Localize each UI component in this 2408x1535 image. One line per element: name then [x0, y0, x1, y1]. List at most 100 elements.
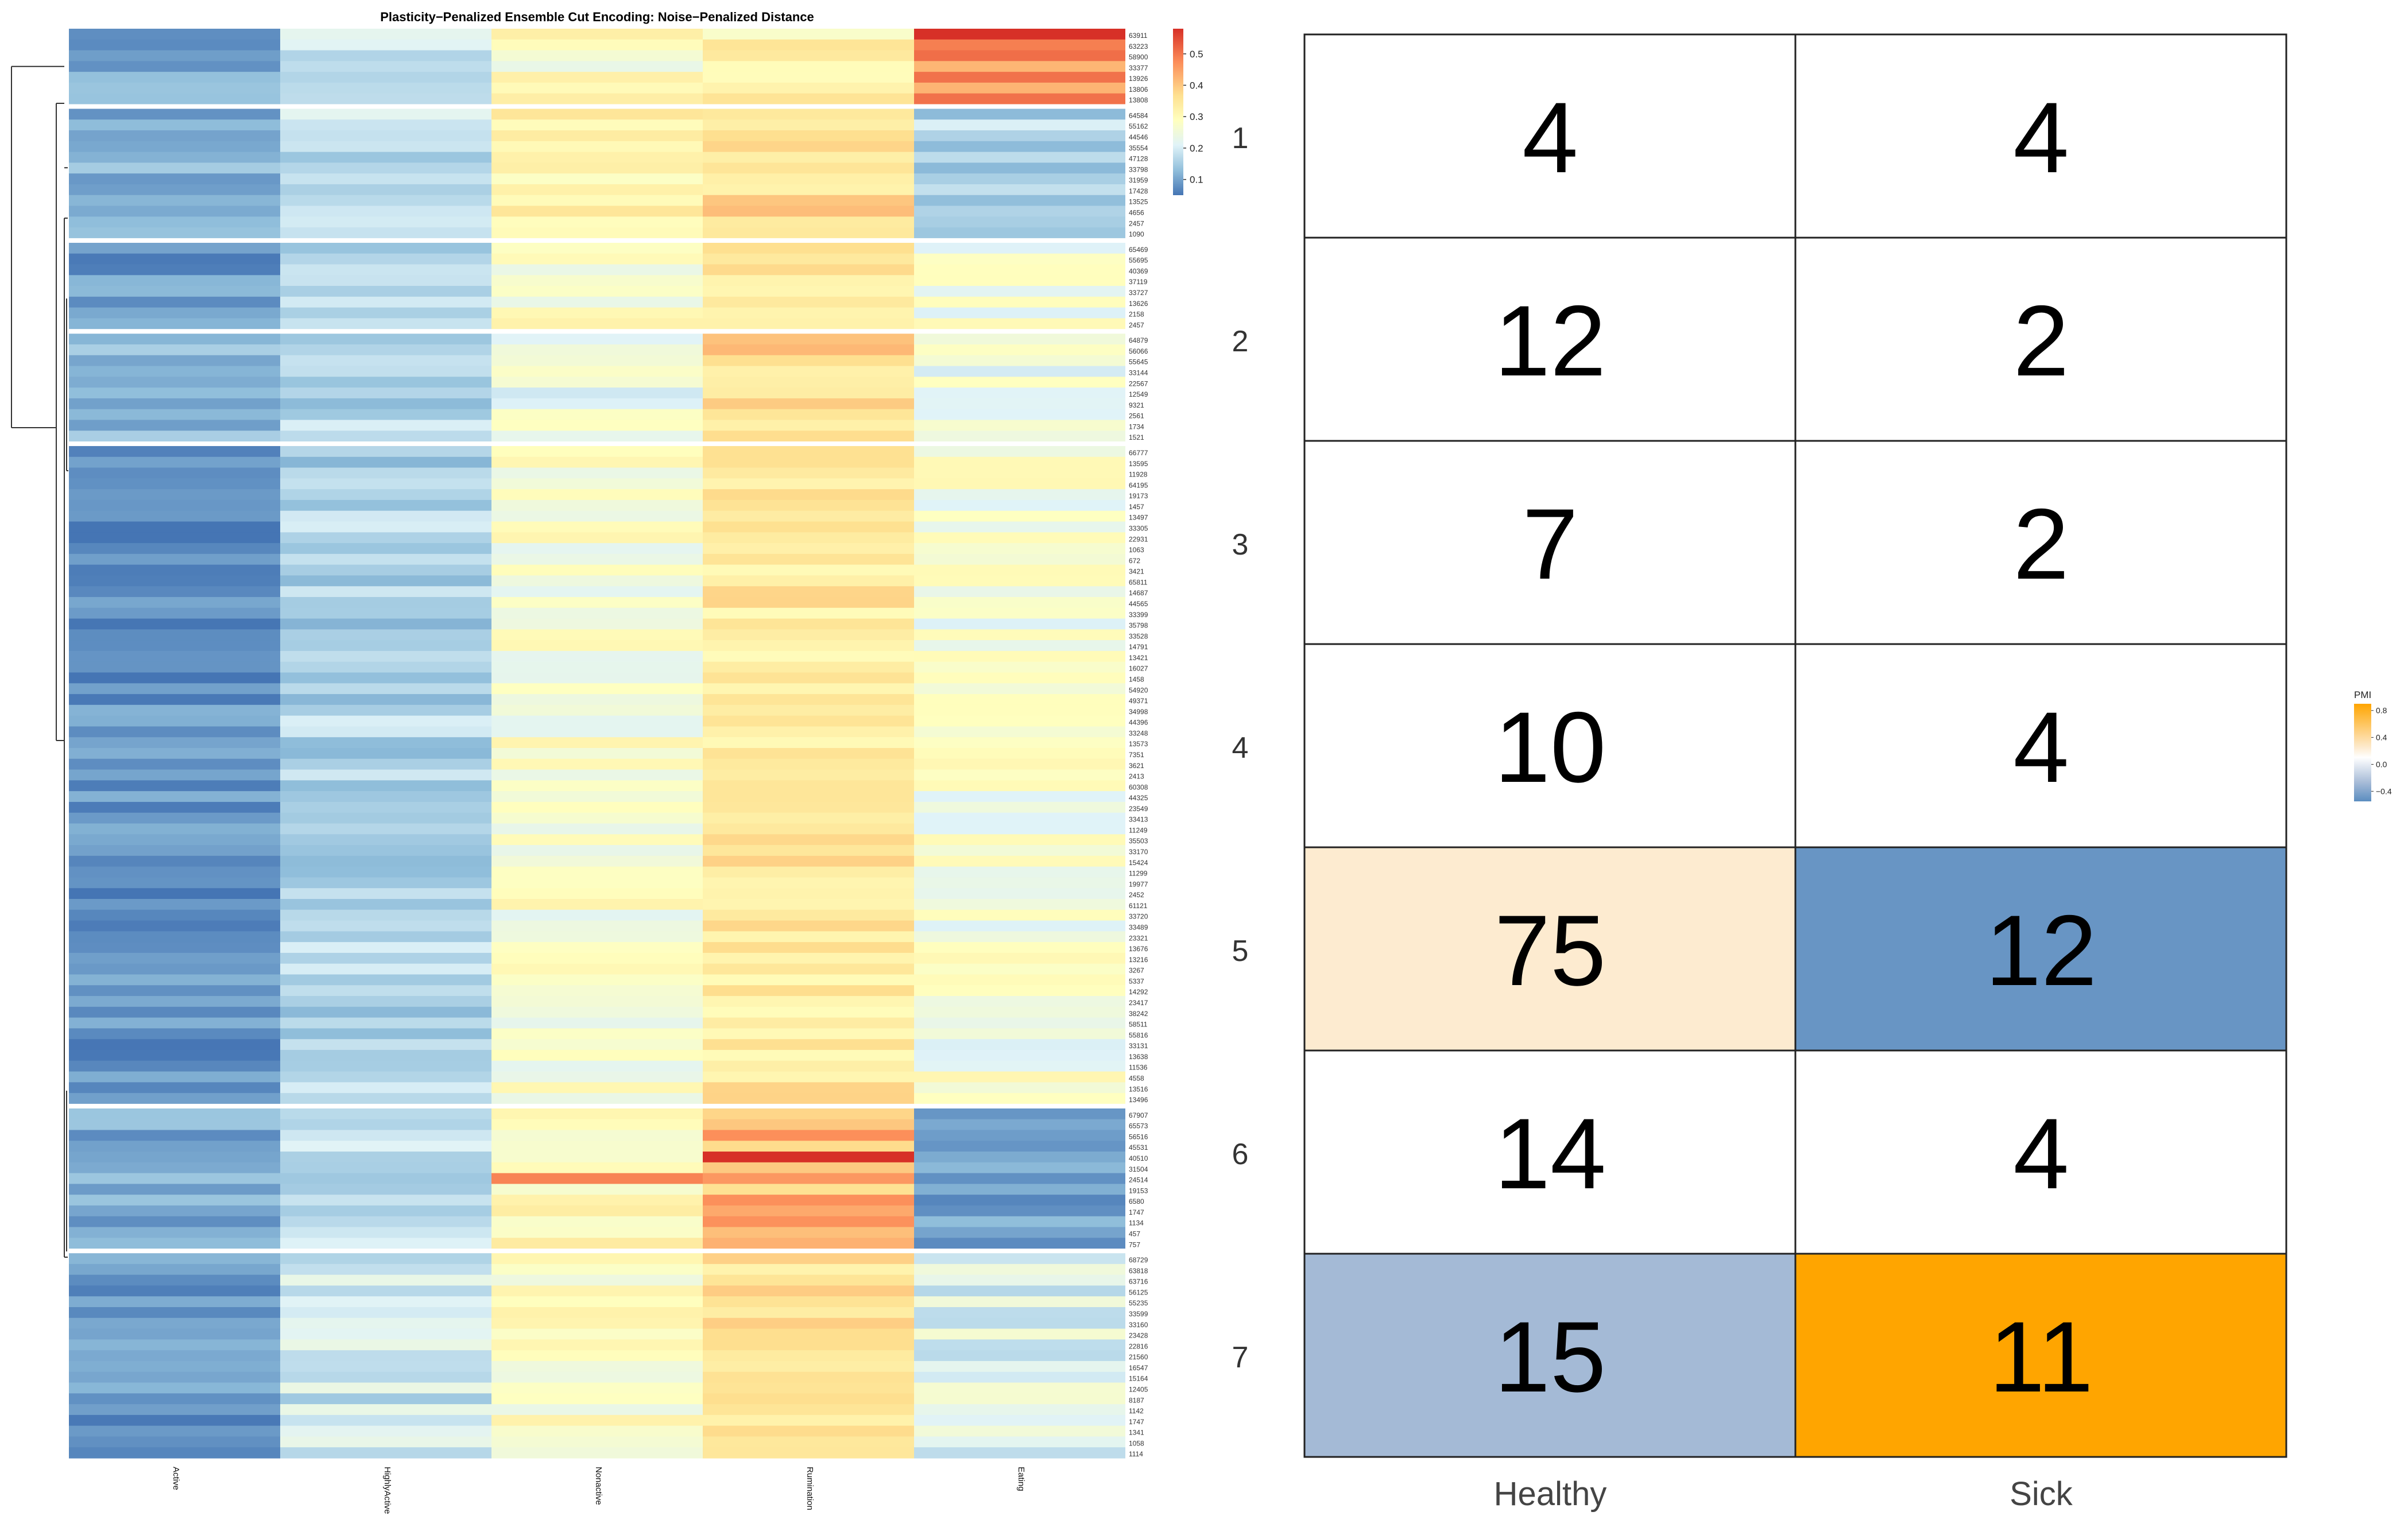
heatmap-row-label: 35503: [1129, 837, 1148, 845]
heatmap-cell: [69, 1263, 280, 1276]
heatmap-cell: [69, 489, 280, 501]
count-5-healthy: 75: [1495, 895, 1606, 1007]
heatmap-cell: [69, 1350, 280, 1362]
count-2-sick: 2: [2013, 285, 2069, 397]
heatmap-row-label: 15164: [1129, 1375, 1148, 1383]
heatmap-cell: [280, 1447, 491, 1459]
heatmap-cell: [703, 130, 914, 142]
heatmap-cell: [491, 952, 703, 964]
heatmap-cell: [491, 812, 703, 824]
heatmap-cell: [69, 1307, 280, 1319]
heatmap-cell: [69, 1425, 280, 1437]
heatmap-colorbar-tick-label: 0.4: [1190, 80, 1203, 91]
heatmap-cell: [914, 489, 1125, 501]
heatmap-cell: [69, 1141, 280, 1152]
heatmap-cell: [703, 1317, 914, 1329]
heatmap-row-label: 33798: [1129, 165, 1148, 173]
pmi-cell-5-sick: [1794, 846, 2287, 1052]
heatmap-cell: [280, 1049, 491, 1061]
heatmap-cell: [491, 996, 703, 1007]
heatmap-cell: [280, 1093, 491, 1104]
pmi-cell-6-healthy: [1303, 1049, 1797, 1255]
heatmap-row-label: 19173: [1129, 492, 1148, 500]
heatmap-cell: [703, 683, 914, 695]
heatmap-row-label: 55645: [1129, 358, 1148, 366]
heatmap-row-label: 11299: [1129, 870, 1148, 878]
heatmap-row-label: 11928: [1129, 471, 1148, 479]
heatmap-cell: [491, 1006, 703, 1018]
heatmap-cell: [69, 640, 280, 652]
heatmap-cell: [280, 672, 491, 684]
heatmap-cell: [914, 446, 1125, 458]
heatmap-cell: [914, 952, 1125, 964]
heatmap-cell: [69, 672, 280, 684]
heatmap-row-label: 65469: [1129, 246, 1148, 254]
heatmap-cell: [491, 888, 703, 900]
heatmap-cell: [914, 1093, 1125, 1104]
heatmap-cell: [491, 1173, 703, 1184]
heatmap-cell: [703, 1360, 914, 1373]
heatmap-cell: [69, 275, 280, 286]
heatmap-colorbar-tick-label: 0.3: [1190, 111, 1203, 122]
heatmap-cell: [491, 1071, 703, 1083]
heatmap-row-label: 45531: [1129, 1144, 1148, 1152]
heatmap-cell: [703, 184, 914, 196]
heatmap-cell: [280, 130, 491, 142]
heatmap-cell: [491, 834, 703, 846]
heatmap-cell: [280, 1393, 491, 1405]
heatmap-cell: [280, 227, 491, 239]
heatmap-cell: [703, 141, 914, 153]
heatmap-cell: [280, 489, 491, 501]
heatmap-cell: [914, 801, 1125, 813]
heatmap-cell: [914, 173, 1125, 185]
heatmap-cell: [69, 801, 280, 813]
heatmap-cell: [491, 575, 703, 587]
heatmap-cell: [703, 344, 914, 356]
heatmap-cell: [69, 1216, 280, 1228]
heatmap-cell: [491, 1371, 703, 1383]
heatmap-cell: [914, 1350, 1125, 1362]
heatmap-cell: [280, 318, 491, 330]
heatmap-cell: [280, 1274, 491, 1286]
count-4-sick: 4: [2013, 692, 2069, 804]
heatmap-row-label: 13516: [1129, 1085, 1148, 1093]
heatmap-cell: [280, 1263, 491, 1276]
heatmap-row-label: 40369: [1129, 267, 1148, 275]
heatmap-cell: [914, 206, 1125, 217]
pmi-cell-5-healthy: [1303, 846, 1797, 1052]
heatmap-cell: [280, 1039, 491, 1051]
heatmap-cell: [914, 1082, 1125, 1094]
heatmap-row-label: 23417: [1129, 999, 1148, 1007]
heatmap-cell: [69, 898, 280, 910]
heatmap-cell: [69, 931, 280, 943]
heatmap-cell: [280, 1130, 491, 1141]
cluster-label-6: 6: [1232, 1138, 1249, 1171]
heatmap-cell: [280, 963, 491, 975]
heatmap-cell: [280, 683, 491, 695]
heatmap-cell: [69, 344, 280, 356]
heatmap-cell: [703, 108, 914, 120]
heatmap-cell: [914, 748, 1125, 759]
heatmap-row-label: 56066: [1129, 347, 1148, 355]
heatmap-cell: [69, 1184, 280, 1195]
heatmap-cell: [280, 275, 491, 286]
heatmap-cell: [491, 650, 703, 662]
heatmap-cell: [280, 661, 491, 673]
heatmap-cell: [69, 1227, 280, 1238]
heatmap-cell: [914, 586, 1125, 598]
heatmap-row-label: 23321: [1129, 934, 1148, 942]
heatmap-row-label: 22816: [1129, 1342, 1148, 1350]
heatmap-cell: [703, 769, 914, 781]
heatmap-cell: [280, 1119, 491, 1131]
heatmap-cell: [491, 152, 703, 164]
heatmap-cell: [69, 683, 280, 695]
heatmap-row-label: 9321: [1129, 401, 1144, 409]
heatmap-cell: [703, 1436, 914, 1448]
heatmap-cell: [914, 694, 1125, 706]
heatmap-cell: [703, 726, 914, 738]
heatmap-cell: [69, 456, 280, 468]
heatmap-cell: [280, 920, 491, 932]
heatmap-row-label: 19153: [1129, 1187, 1148, 1195]
heatmap-cell: [491, 387, 703, 399]
heatmap-cell: [491, 704, 703, 716]
